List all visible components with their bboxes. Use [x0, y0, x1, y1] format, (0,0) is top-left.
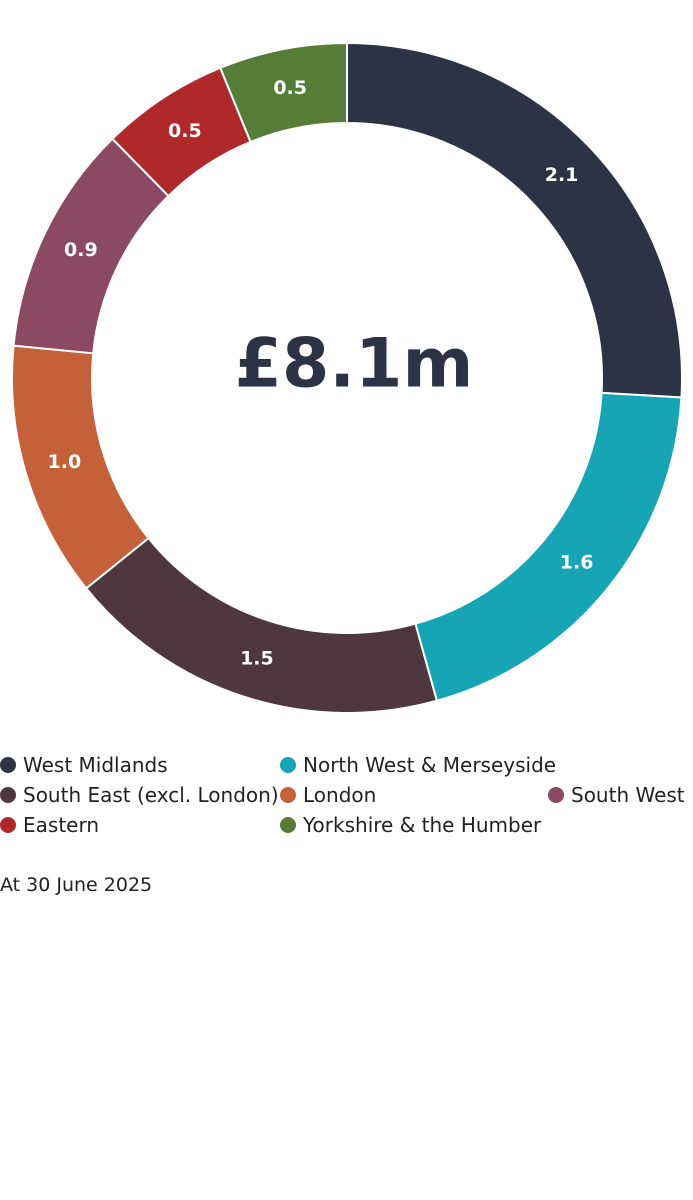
legend-swatch [0, 757, 16, 773]
legend-label: South East (excl. London) [23, 783, 279, 807]
legend-label: Eastern [23, 813, 100, 837]
data-label: 0.5 [168, 120, 202, 142]
donut-segment [84, 536, 439, 714]
data-label: 0.5 [273, 77, 307, 99]
center-label: £8.1m [235, 325, 474, 404]
legend-label: Yorkshire & the Humber [303, 813, 542, 837]
legend-item: London [280, 783, 376, 807]
legend-swatch [548, 787, 564, 803]
legend-label: London [303, 783, 377, 807]
legend-item: South West [548, 783, 685, 807]
legend-swatch [0, 787, 16, 803]
legend-swatch [280, 787, 296, 803]
donut-segment [414, 391, 683, 702]
data-label: 2.1 [545, 164, 579, 186]
data-label: 1.0 [48, 451, 82, 473]
chart: £8.1m 2.1 1.6 1.5 1.0 0.9 0.5 0.5 [11, 41, 683, 714]
legend-item: North West & Merseyside [280, 753, 556, 777]
legend-label: South West [571, 783, 685, 807]
legend-swatch [0, 817, 16, 833]
legend-swatch [280, 757, 296, 773]
legend-swatch [280, 817, 296, 833]
legend-item: West Midlands [0, 753, 168, 777]
donut-segment [218, 41, 348, 144]
legend-label: North West & Merseyside [303, 753, 557, 777]
data-label: 0.9 [64, 239, 98, 261]
legend-item: South East (excl. London) [0, 783, 279, 807]
legend-item: Yorkshire & the Humber [280, 813, 541, 837]
legend-label: West Midlands [23, 753, 168, 777]
legend-item: Eastern [0, 813, 99, 837]
data-label: 1.6 [560, 552, 594, 574]
data-label: 1.5 [240, 647, 274, 669]
note: At 30 June 2025 [0, 874, 153, 896]
